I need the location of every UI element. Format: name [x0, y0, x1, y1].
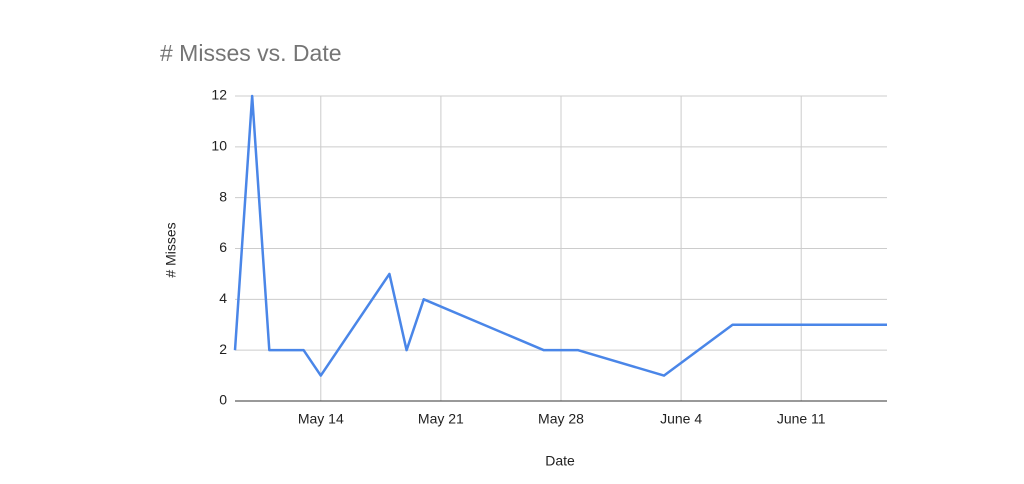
x-tick-label: May 14 — [298, 411, 344, 427]
x-tick-label: June 11 — [777, 411, 826, 427]
y-axis-label: # Misses — [163, 222, 179, 277]
y-tick-label: 6 — [219, 239, 227, 255]
x-axis-label: Date — [545, 453, 575, 469]
y-tick-label: 2 — [219, 341, 227, 357]
x-tick-label: June 4 — [660, 411, 702, 427]
chart-title: # Misses vs. Date — [160, 40, 342, 66]
y-tick-label: 12 — [211, 87, 227, 103]
y-tick-label: 10 — [211, 138, 227, 154]
x-tick-label: May 28 — [538, 411, 584, 427]
y-tick-label: 0 — [219, 392, 227, 408]
data-line — [233, 94, 887, 377]
x-tick-label: May 21 — [418, 411, 464, 427]
y-tick-label: 8 — [219, 188, 227, 204]
y-tick-label: 4 — [219, 290, 227, 306]
